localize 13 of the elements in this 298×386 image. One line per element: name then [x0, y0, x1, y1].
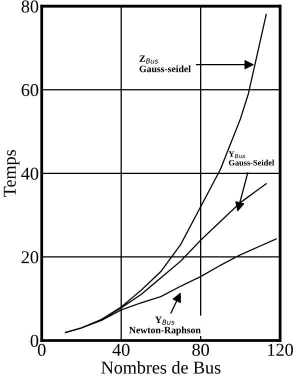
y-tick-label: 40 [21, 168, 38, 180]
x-tick-label: 120 [268, 344, 293, 356]
y-tick-label: 0 [30, 334, 38, 347]
x-tick-label: 40 [112, 344, 130, 356]
annotation: Z$_{Bus}$ Gauss-seidel [140, 56, 191, 72]
x-tick-label: 80 [192, 344, 209, 356]
y-axis-title: Temps [4, 150, 20, 197]
x-axis-title: Nombres de Bus [101, 360, 220, 374]
annotation: Y$_{Bus}$ Gauss-Seidel [228, 151, 274, 166]
y-tick-label: 20 [22, 251, 38, 264]
annotation: Y$_{Bus}$ Newton-Raphson [129, 316, 201, 336]
y-tick-label: 80 [22, 0, 38, 13]
y-tick-label: 60 [22, 84, 38, 96]
